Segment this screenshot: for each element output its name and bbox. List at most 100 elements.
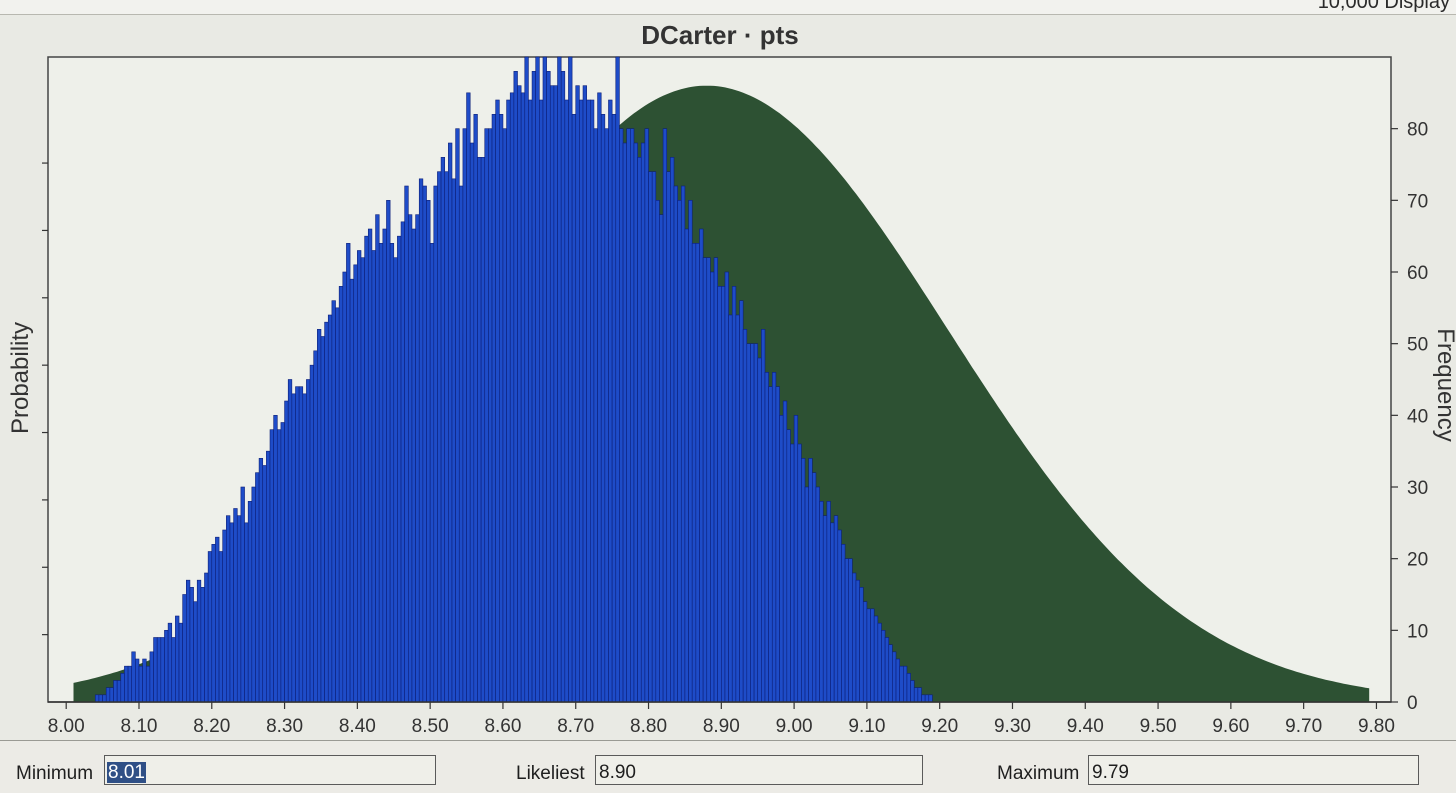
histogram-bar [648,171,653,703]
x-tick-label: 8.30 [266,716,303,737]
histogram-bar [528,99,533,703]
histogram-bar [852,572,857,703]
histogram-bar [604,128,609,703]
histogram-bar [568,56,573,703]
histogram-bar [400,221,405,703]
histogram-bar [542,56,547,703]
display-count-text: 10,000 Display [1317,0,1450,13]
histogram-bar [892,651,897,703]
histogram-bar [866,608,871,703]
y-axis-right: 0 10 20 30 40 50 60 70 80 [1391,120,1428,714]
histogram-bar [324,321,329,703]
histogram-bar [408,214,413,703]
histogram-bar [218,551,223,703]
histogram-bar [393,257,398,703]
histogram-bar [422,185,427,703]
y-tick-label-right: 50 [1407,335,1428,356]
histogram-bar [284,400,289,703]
histogram-bar [433,185,438,703]
histogram-bar [255,472,260,703]
histogram-bar [651,171,657,703]
histogram-bar [513,71,518,703]
histogram-bar [659,214,664,703]
histogram-bar [120,673,125,703]
histogram-bar [680,185,686,703]
minimum-label: Minimum [16,763,94,784]
histogram-bar [160,637,165,703]
histogram-bar [145,665,151,703]
x-tick-label: 8.90 [703,716,740,737]
histogram-bar [182,594,187,703]
histogram-bar [444,171,449,703]
x-tick-label: 8.20 [193,716,230,737]
histogram-bar [721,286,726,703]
histogram-bar [619,128,624,703]
x-tick-label: 9.80 [1358,716,1395,737]
histogram-bar [109,687,114,703]
histogram-bar [812,472,817,703]
histogram-bar [699,228,704,703]
histogram-bar [637,157,642,703]
histogram-bar [491,114,496,703]
histogram-bar [735,314,740,703]
minimum-field[interactable]: 8.01 [104,755,436,785]
histogram-bar [302,393,307,703]
histogram-bar [186,579,191,703]
histogram-bar [633,142,638,703]
histogram-bar [855,579,860,703]
histogram-bar [156,637,162,703]
histogram-bar [499,114,504,703]
histogram-bar [437,171,442,703]
histogram-bar [327,314,333,703]
histogram-bar [353,264,358,703]
y-axis-left-label: Probability [7,322,34,434]
histogram-bar [546,71,551,703]
likeliest-field[interactable]: 8.90 [595,755,923,785]
histogram-bar [684,228,689,703]
histogram-bar [167,622,173,703]
x-tick-label: 9.40 [1067,716,1104,737]
histogram-bar [98,694,103,703]
histogram-bar [579,99,584,703]
histogram-bar [644,128,649,703]
histogram-bar [193,601,198,703]
histogram-bar [688,200,693,703]
histogram-bar [313,350,318,703]
histogram-bar [331,300,336,703]
histogram-bar [473,114,478,703]
histogram-bar [833,515,839,703]
histogram-bar [841,544,846,703]
maximum-label: Maximum [997,763,1080,784]
histogram-bar [178,622,183,703]
histogram-bar [549,85,555,703]
histogram-bar [386,200,391,703]
maximum-field[interactable]: 9.79 [1088,755,1419,785]
histogram-bar [553,85,558,703]
histogram-bar [837,529,842,703]
histogram-chart: 8.00 8.10 8.20 8.30 8.40 8.50 8.60 8.70 8.80 8.90… [7,20,1456,737]
histogram-bar [713,257,718,703]
x-tick-label: 9.10 [848,716,885,737]
histogram-bar [429,243,435,703]
x-tick-label: 8.50 [412,716,449,737]
histogram-bar [670,157,675,703]
histogram-bar [455,128,460,703]
histogram-bar [571,114,577,703]
histogram-bar [382,228,387,703]
histogram-bar [222,529,227,703]
histogram-bar [895,658,900,703]
histogram-bar [564,99,569,703]
histogram-bar [531,71,536,703]
histogram-bar [415,214,420,703]
histogram-bar [462,128,467,703]
x-axis: 8.00 8.10 8.20 8.30 8.40 8.50 8.60 8.70 8.80 8.90… [48,701,1395,737]
histogram-bar [859,587,864,703]
histogram-bar [266,450,271,703]
histogram-bar [240,486,245,703]
histogram-bar [888,644,893,703]
histogram-bar [830,522,835,703]
histogram-bar [397,235,402,703]
histogram-bar [575,85,580,703]
histogram-bar [815,486,820,703]
histogram-bar [484,128,489,703]
